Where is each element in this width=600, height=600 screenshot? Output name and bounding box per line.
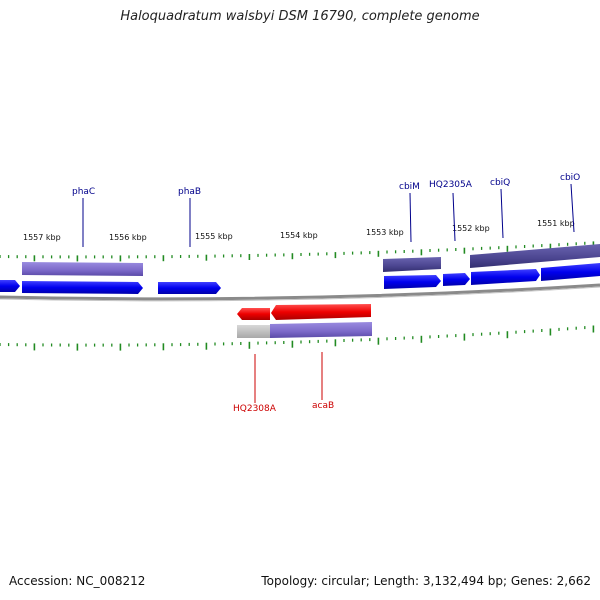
- gene-arrow-hq2308a: [237, 308, 270, 320]
- gene-arrow-cbio: [541, 263, 600, 281]
- gene-label-hq2308a[interactable]: HQ2308A: [233, 404, 277, 414]
- scale-ticks-bottom: [0, 325, 595, 351]
- gene-arrow-left-edge: [0, 280, 20, 292]
- feature-bar-cbim: [383, 257, 441, 272]
- leader-hq2305a: [452, 192, 456, 242]
- genome-summary-text: Topology: circular; Length: 3,132,494 bp…: [261, 574, 591, 588]
- feature-bar-phac: [22, 262, 143, 276]
- gene-arrow-phac: [22, 281, 143, 294]
- scale-label-1551: 1551 kbp: [537, 219, 575, 228]
- forward-genes: [0, 263, 600, 294]
- gene-arrow-phab: [158, 282, 221, 294]
- gene-arrow-acab: [271, 304, 371, 320]
- feature-bar-acab: [270, 322, 372, 338]
- leader-cbiq: [500, 188, 504, 239]
- scale-label-1557: 1557 kbp: [23, 233, 61, 242]
- accession-text: Accession: NC_008212: [9, 574, 146, 588]
- scale-label-1552: 1552 kbp: [452, 224, 490, 233]
- gene-label-phab[interactable]: phaB: [178, 187, 201, 197]
- leader-cbim: [409, 192, 412, 243]
- feature-bars-forward: [22, 244, 600, 276]
- scale-label-1553: 1553 kbp: [366, 228, 404, 237]
- scale-label-1554: 1554 kbp: [280, 231, 318, 240]
- gene-label-cbio[interactable]: cbiO: [560, 173, 580, 183]
- gene-labels: phaC phaB cbiM HQ2305A cbiQ cbiO HQ2308A…: [72, 173, 580, 414]
- map-title: Haloquadratum walsbyi DSM 16790, complet…: [120, 9, 480, 24]
- feature-bar-hq2308a: [237, 325, 270, 338]
- feature-bar-cbiq-cbio: [470, 244, 600, 268]
- scale-labels: 1557 kbp 1556 kbp 1555 kbp 1554 kbp 1553…: [23, 219, 575, 242]
- scale-ticks-top: [0, 241, 595, 262]
- gene-label-cbim[interactable]: cbiM: [399, 182, 420, 192]
- gene-label-acab[interactable]: acaB: [312, 401, 334, 411]
- gene-arrow-cbiq: [471, 269, 540, 285]
- gene-label-lines: [82, 183, 575, 403]
- scale-label-1555: 1555 kbp: [195, 232, 233, 241]
- genome-backbone-shadow: [0, 286, 600, 302]
- gene-label-phac[interactable]: phaC: [72, 187, 95, 197]
- genome-backbone: [0, 283, 600, 301]
- gene-label-hq2305a[interactable]: HQ2305A: [429, 180, 473, 190]
- gene-label-cbiq[interactable]: cbiQ: [490, 178, 510, 188]
- gene-arrow-cbim: [384, 275, 441, 289]
- feature-bars-reverse: [237, 322, 372, 338]
- reverse-genes: [237, 304, 371, 320]
- scale-label-1556: 1556 kbp: [109, 233, 147, 242]
- gene-arrow-hq2305a: [443, 273, 470, 286]
- leader-cbio: [570, 183, 575, 233]
